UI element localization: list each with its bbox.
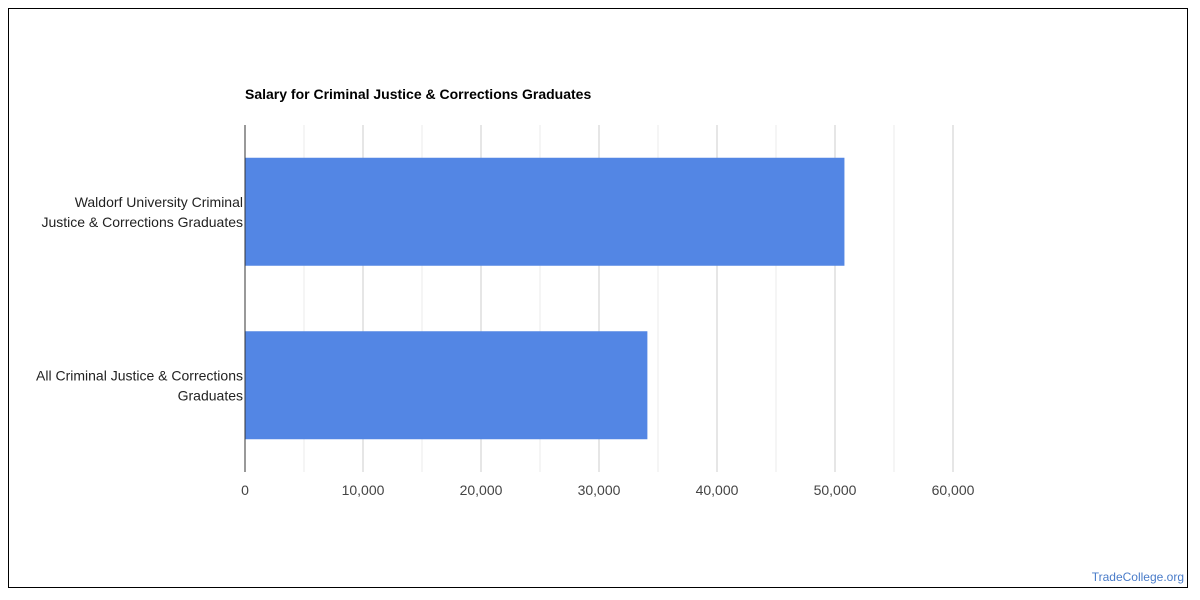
chart-title: Salary for Criminal Justice & Correction… (245, 86, 591, 102)
bar[interactable] (245, 157, 845, 266)
bars (245, 157, 845, 440)
chart-frame (8, 8, 1188, 588)
x-tick-label: 30,000 (578, 482, 621, 498)
bar[interactable] (245, 331, 648, 440)
watermark[interactable]: TradeCollege.org (1091, 570, 1184, 584)
x-tick-label: 20,000 (460, 482, 503, 498)
x-tick-label: 40,000 (696, 482, 739, 498)
category-label: All Criminal Justice & Corrections Gradua… (36, 367, 243, 403)
x-tick-label: 50,000 (814, 482, 857, 498)
x-tick-label: 10,000 (342, 482, 385, 498)
x-axis-tick-labels: 0 10,000 20,000 30,000 40,000 50,000 60,000 (241, 482, 975, 498)
x-tick-label: 0 (241, 482, 249, 498)
category-labels: Waldorf University Criminal Justice & Cor… (36, 194, 243, 404)
category-label: Waldorf University Criminal Justice & Cor… (41, 194, 243, 230)
x-tick-label: 60,000 (932, 482, 975, 498)
